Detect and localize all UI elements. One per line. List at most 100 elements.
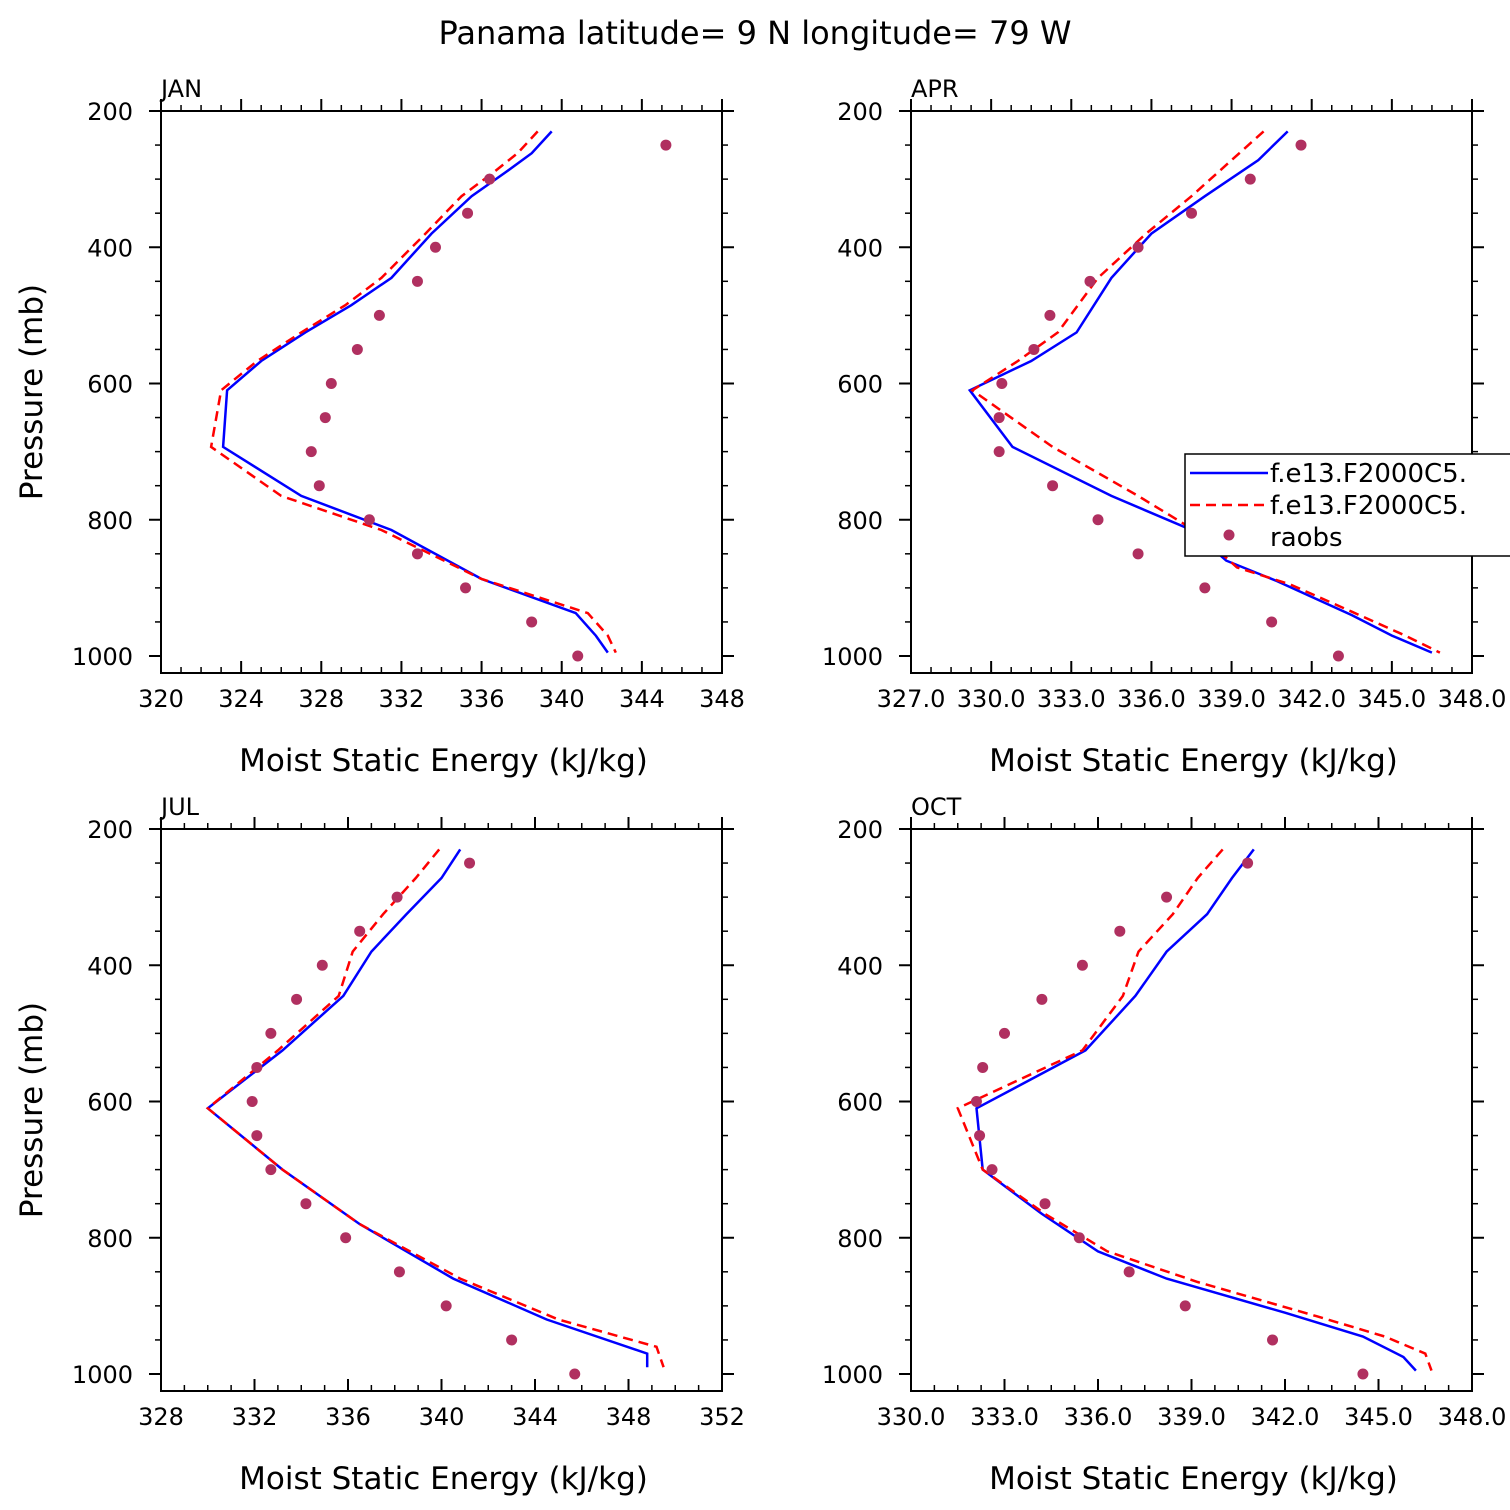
x-axis-label: Moist Static Energy (kJ/kg) [989, 1461, 1398, 1497]
raobs-point [660, 139, 672, 151]
y-tick-label: 1000 [72, 1361, 133, 1389]
raobs-point [1073, 1232, 1085, 1244]
y-tick-label: 600 [87, 1089, 133, 1117]
y-tick-label: 400 [837, 234, 883, 262]
raobs-point [429, 241, 441, 253]
raobs-point [393, 1266, 405, 1278]
plot-frame [910, 828, 1473, 1392]
x-axis-label: Moist Static Energy (kJ/kg) [989, 743, 1398, 779]
series-line-dashed [956, 848, 1433, 1372]
plot-area [205, 848, 665, 1380]
raobs-point [506, 1334, 518, 1346]
x-tick-label: 332 [379, 685, 425, 713]
raobs-point [569, 1368, 581, 1380]
y-tick-label: 400 [87, 952, 133, 980]
raobs-point [526, 616, 538, 628]
legend-label: f.e13.F2000C5. [1270, 491, 1467, 521]
panel-label: JUL [159, 793, 200, 821]
raobs-point [970, 1096, 982, 1107]
x-tick-label: 339.0 [1197, 685, 1266, 713]
plot-area [967, 130, 1441, 662]
series-line-dashed [205, 848, 665, 1368]
x-tick-label: 336.0 [1117, 685, 1186, 713]
series-line-solid [967, 130, 1433, 654]
y-axis-label: Pressure (mb) [14, 284, 50, 500]
x-tick-label: 333.0 [970, 1403, 1039, 1431]
y-tick-label: 400 [837, 952, 883, 980]
y-tick-label: 800 [87, 1225, 133, 1253]
raobs-point [460, 582, 472, 594]
raobs-point [391, 891, 403, 903]
raobs-point [1132, 241, 1144, 253]
x-tick-label: 336 [459, 685, 505, 713]
raobs-point [986, 1164, 998, 1176]
x-tick-label: 344 [512, 1403, 558, 1431]
raobs-point [993, 412, 1005, 424]
x-tick-label: 340 [539, 685, 585, 713]
legend-marker-dot [1223, 529, 1235, 541]
x-tick-label: 336 [325, 1403, 371, 1431]
panel-label: APR [911, 75, 959, 103]
y-tick-label: 1000 [822, 643, 883, 671]
panel-label: OCT [911, 793, 962, 821]
raobs-point [1123, 1266, 1135, 1278]
x-tick-label: 324 [218, 685, 264, 713]
plot-area [209, 130, 672, 662]
raobs-point [411, 548, 423, 560]
x-axis-label: Moist Static Energy (kJ/kg) [239, 743, 648, 779]
panels: 320 324 328 332 336 340 344 348 200 400 600 800 1000… [14, 75, 1510, 1497]
raobs-point [977, 1061, 989, 1073]
raobs-point [1266, 616, 1278, 628]
series-line-solid [205, 848, 649, 1368]
raobs-point [325, 378, 337, 389]
panel-apr: 327.0 330.0 333.0 336.0 339.0 342.0 345.0 348.0… [822, 75, 1506, 779]
y-tick-label: 1000 [822, 1361, 883, 1389]
raobs-point [1244, 173, 1256, 185]
y-tick-label: 200 [87, 98, 133, 126]
raobs-point [993, 446, 1005, 458]
x-tick-label: 345.0 [1357, 685, 1426, 713]
y-tick-label: 400 [87, 234, 133, 262]
y-axis-label: Pressure (mb) [14, 1002, 50, 1218]
x-tick-label: 336.0 [1064, 1403, 1133, 1431]
x-tick-label: 328 [138, 1403, 184, 1431]
x-tick-label: 320 [138, 685, 184, 713]
y-tick-label: 600 [837, 371, 883, 399]
y-tick-label: 200 [837, 816, 883, 844]
raobs-point [305, 446, 317, 458]
x-tick-label: 345.0 [1344, 1403, 1413, 1431]
raobs-point [484, 173, 496, 185]
series-line-dashed [970, 130, 1441, 654]
raobs-point [464, 857, 476, 869]
raobs-point [1044, 309, 1056, 321]
raobs-point [1357, 1368, 1369, 1380]
raobs-point [1084, 275, 1096, 287]
raobs-point [313, 480, 325, 492]
x-tick-label: 344 [619, 685, 665, 713]
series-line-solid [221, 130, 609, 654]
x-tick-label: 333.0 [1037, 685, 1106, 713]
raobs-point [1114, 925, 1126, 937]
raobs-point [319, 412, 331, 424]
raobs-point [1028, 343, 1040, 355]
raobs-point [1047, 480, 1059, 492]
raobs-point [246, 1096, 258, 1107]
raobs-point [265, 1164, 277, 1176]
y-tick-label: 800 [87, 507, 133, 535]
raobs-point [1036, 993, 1048, 1005]
x-tick-label: 348 [606, 1403, 652, 1431]
plot-area [956, 848, 1433, 1380]
x-tick-label: 342.0 [1277, 685, 1346, 713]
panel-jan: 320 324 328 332 336 340 344 348 200 400 600 800 1000… [14, 75, 745, 779]
raobs-point [300, 1198, 312, 1210]
x-tick-label: 330.0 [957, 685, 1026, 713]
y-tick-label: 1000 [72, 643, 133, 671]
raobs-point [265, 1027, 277, 1039]
raobs-point [440, 1300, 452, 1312]
x-tick-label: 352 [699, 1403, 745, 1431]
panel-oct: 330.0 333.0 336.0 339.0 342.0 345.0 348.0 200 40… [822, 793, 1506, 1497]
x-tick-label: 328 [298, 685, 344, 713]
legend-label: raobs [1270, 523, 1343, 553]
series-line-dashed [209, 130, 617, 654]
